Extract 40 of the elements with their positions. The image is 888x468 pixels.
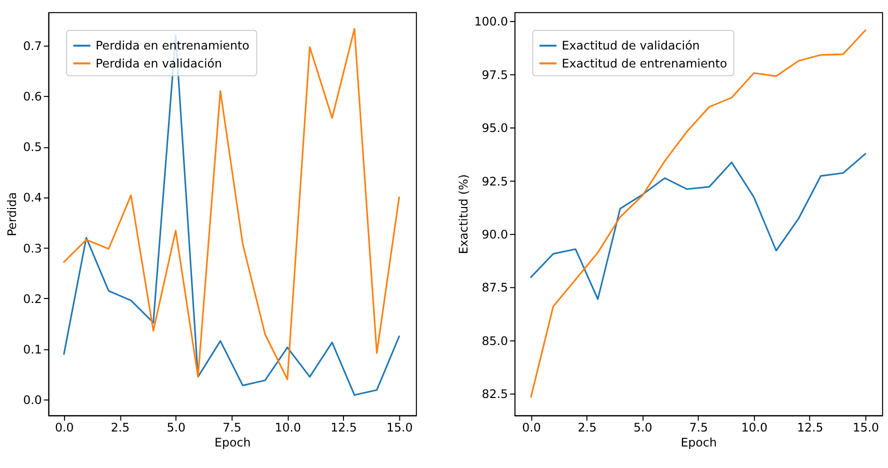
y-tick-label: 95.0 [482,121,508,136]
x-tick-label: 12.5 [796,420,824,435]
y-tick-label: 0.0 [23,393,42,408]
x-tick-label: 7.5 [222,420,242,435]
y-axis-title: Perdida [5,192,20,236]
x-tick-label: 12.5 [330,420,357,435]
y-tick-label: 0.7 [23,38,42,53]
y-tick-label: 90.0 [482,227,508,242]
x-tick-label: 15.0 [386,420,413,435]
legend-label: Exactitud de entrenamiento [562,56,728,70]
line-series [530,29,866,398]
y-tick-label: 82.5 [482,387,508,402]
x-tick-label: 10.0 [274,420,302,435]
y-tick-label: 85.0 [482,334,508,348]
x-tick-label: 0.0 [522,420,541,435]
legend-label: Exactitud de validación [562,38,700,53]
y-axis-title: Exactitud (%) [456,174,470,254]
x-tick-label: 2.5 [578,420,597,435]
x-tick-label: 10.0 [741,420,768,435]
y-tick-label: 97.5 [482,68,508,82]
y-tick-label: 0.4 [23,190,42,205]
y-tick-label: 87.5 [482,280,508,295]
x-tick-label: 5.0 [634,420,652,435]
y-tick-label: 92.5 [482,174,508,188]
y-tick-label: 0.3 [23,241,42,256]
y-tick-label: 0.1 [23,342,42,356]
x-tick-label: 0.0 [55,420,74,435]
x-axis-title: Epoch [680,435,717,450]
y-tick-label: 0.2 [23,292,42,306]
x-tick-label: 2.5 [110,420,130,435]
y-tick-label: 0.6 [23,90,42,104]
line-series [530,153,866,300]
legend-label: Perdida en entrenamiento [96,38,250,53]
x-tick-label: 5.0 [166,420,186,435]
legend-label: Perdida en validación [96,56,222,70]
x-tick-label: 7.5 [689,420,708,435]
y-tick-label: 100.0 [474,14,508,29]
x-tick-label: 15.0 [852,420,880,435]
x-axis-title: Epoch [214,435,251,450]
y-tick-label: 0.5 [23,140,42,154]
